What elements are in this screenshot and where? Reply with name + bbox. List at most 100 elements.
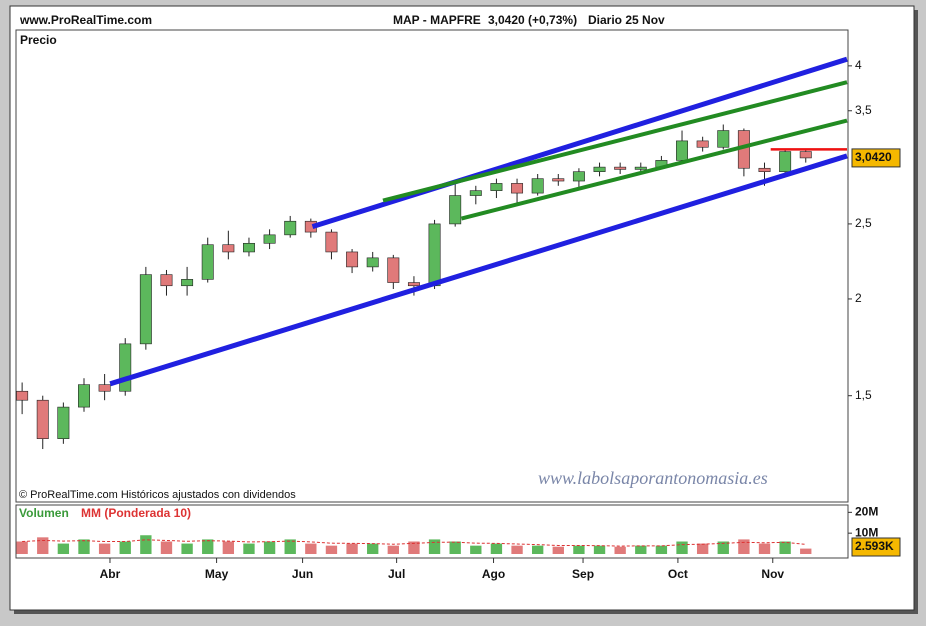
volume-bar xyxy=(346,543,358,554)
volume-bar xyxy=(243,543,255,554)
candle-body xyxy=(160,274,173,287)
volume-bar xyxy=(552,546,564,554)
volume-bar xyxy=(573,545,585,554)
candle-body xyxy=(696,140,709,148)
x-tick-label: Abr xyxy=(100,567,121,581)
volume-bar xyxy=(800,548,812,554)
x-tick-label: Ago xyxy=(482,567,505,581)
candle-body xyxy=(593,166,606,172)
volume-tick-label: 10M xyxy=(855,525,878,539)
volume-bar xyxy=(511,545,523,554)
volume-bar xyxy=(532,545,544,554)
x-tick-label: Jun xyxy=(292,567,313,581)
volume-bar xyxy=(593,545,606,554)
marks xyxy=(16,56,848,554)
volume-bar xyxy=(470,545,482,554)
candle-body xyxy=(449,195,462,225)
candle-body xyxy=(78,384,90,408)
candle-body xyxy=(222,244,235,253)
quote: 3,0420 (+0,73%) xyxy=(488,13,577,27)
trendline xyxy=(460,118,848,221)
volume-bar xyxy=(490,543,503,554)
candle-body xyxy=(57,406,70,439)
candle-body xyxy=(552,178,565,182)
candle-body xyxy=(634,166,647,170)
candle-body xyxy=(325,231,338,253)
candle-body xyxy=(346,251,359,268)
volume-bar xyxy=(263,541,276,554)
candle-body xyxy=(263,234,276,244)
last-volume-label: 2.593K xyxy=(855,539,894,553)
candle-body xyxy=(407,282,420,287)
volume-bar xyxy=(202,539,214,554)
volume-bar xyxy=(222,541,235,554)
volume-bar xyxy=(408,541,420,554)
candle-body xyxy=(531,178,544,194)
trendline xyxy=(382,80,848,203)
candle-body xyxy=(511,183,524,194)
candle-body xyxy=(201,244,214,280)
x-tick-label: Sep xyxy=(572,567,594,581)
volume-bar xyxy=(614,546,626,554)
last-price-label: 3,0420 xyxy=(855,150,892,164)
candle-body xyxy=(366,257,379,268)
candle-body xyxy=(676,140,688,161)
candle-body xyxy=(119,343,132,392)
candle-body xyxy=(717,130,730,148)
y-label: Precio xyxy=(20,33,57,47)
volume-bar xyxy=(305,543,317,554)
volume-bar xyxy=(696,543,709,554)
last-volume-box xyxy=(851,537,901,557)
y-tick-label: 2,5 xyxy=(855,216,872,230)
volume-bar xyxy=(160,541,173,554)
candle-body xyxy=(779,151,792,172)
volume-bar xyxy=(635,545,647,554)
volume-bar xyxy=(98,543,111,554)
volume-bar xyxy=(717,541,729,554)
candle-body xyxy=(572,171,585,182)
volume-bar xyxy=(367,543,379,554)
volume-bar xyxy=(284,539,296,554)
trendline xyxy=(109,153,848,387)
volume-bar xyxy=(676,541,688,554)
candle-body xyxy=(490,183,503,191)
candle-body xyxy=(36,399,49,439)
x-tick-label: May xyxy=(205,567,229,581)
watermark: www.labolsaporantonomasia.es xyxy=(538,468,768,488)
candle-body xyxy=(16,390,29,401)
mm-line xyxy=(22,539,806,547)
volume-bar xyxy=(428,539,441,554)
volume-tick-label: 20M xyxy=(855,505,878,519)
symbol: MAP - MAPFRE xyxy=(393,13,481,27)
site: www.ProRealTime.com xyxy=(19,13,152,27)
last-price-box xyxy=(851,148,901,168)
y-tick-label: 4 xyxy=(855,58,862,72)
volume-bar xyxy=(16,541,28,554)
candle-body xyxy=(614,166,627,170)
candle-body xyxy=(387,257,400,283)
volume-bar xyxy=(738,539,750,554)
volume-bar xyxy=(449,541,461,554)
x-tick-label: Oct xyxy=(668,567,688,581)
volume-bar xyxy=(181,543,193,554)
mm-label: MM (Ponderada 10) xyxy=(81,506,191,520)
candle-body xyxy=(98,384,111,392)
volume-label: Volumen xyxy=(19,506,69,520)
volume-bar xyxy=(779,541,791,554)
candle-body xyxy=(139,274,152,345)
volume-bar xyxy=(119,541,131,554)
candle-body xyxy=(758,167,771,172)
candle-body xyxy=(181,279,194,287)
y-tick-label: 3,5 xyxy=(855,103,872,117)
x-tick-label: Nov xyxy=(761,567,784,581)
candle-body xyxy=(469,190,482,196)
y-tick-label: 2 xyxy=(855,291,862,305)
volume-bar xyxy=(655,545,668,554)
volume-bar xyxy=(37,537,49,554)
candle-body xyxy=(284,220,297,236)
x-tick-label: Jul xyxy=(388,567,405,581)
volume-bar xyxy=(325,545,338,554)
volume-bar xyxy=(140,535,152,554)
